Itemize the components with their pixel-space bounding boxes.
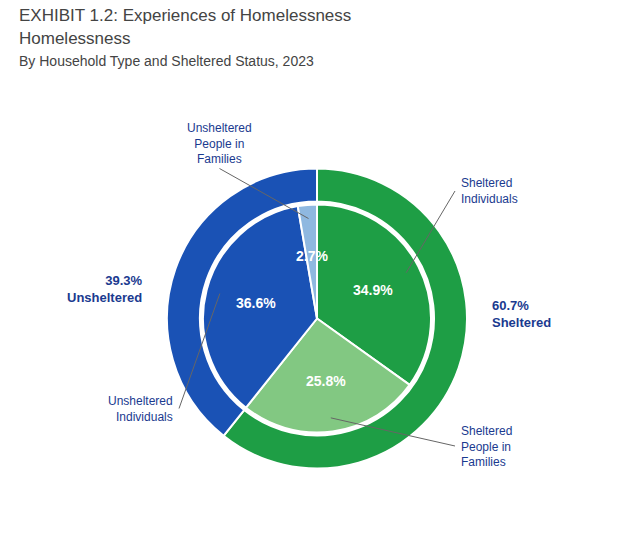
svg-text:ShelteredPeople inFamilies: ShelteredPeople inFamilies [461,424,512,469]
svg-text:39.3%Unsheltered: 39.3%Unsheltered [67,273,143,305]
svg-text:2.7%: 2.7% [296,248,328,264]
svg-text:UnshelteredIndividuals: UnshelteredIndividuals [108,394,173,424]
svg-text:UnshelteredPeople inFamilies: UnshelteredPeople inFamilies [187,121,252,166]
svg-text:36.6%: 36.6% [236,295,276,311]
svg-text:ShelteredIndividuals: ShelteredIndividuals [461,176,518,206]
svg-text:25.8%: 25.8% [306,373,346,389]
svg-text:34.9%: 34.9% [353,282,393,298]
svg-text:EXHIBIT 1.2: Experiences of Ho: EXHIBIT 1.2: Experiences of Homelessness… [19,6,351,68]
svg-text:60.7%Sheltered: 60.7%Sheltered [492,298,551,330]
